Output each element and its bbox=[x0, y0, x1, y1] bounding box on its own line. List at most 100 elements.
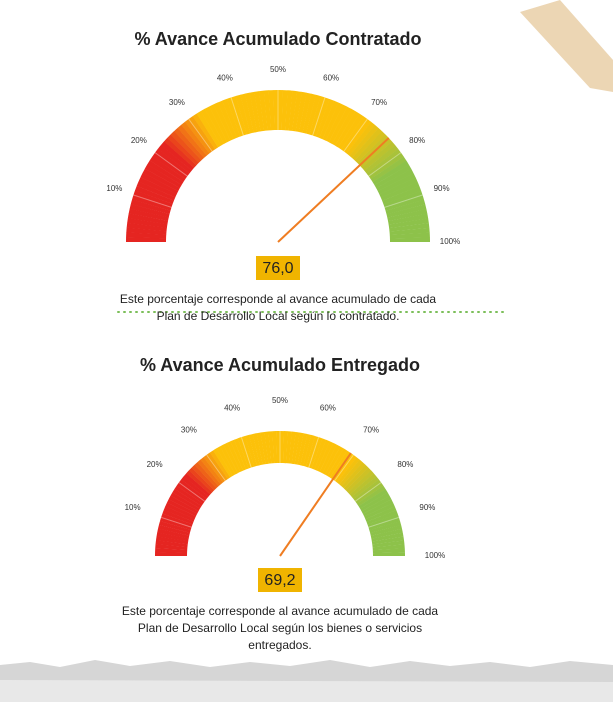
gauge-band bbox=[231, 95, 247, 136]
gauge-band bbox=[367, 513, 399, 528]
description: entregados. bbox=[248, 638, 311, 652]
tick-label: 20% bbox=[131, 136, 147, 145]
gauge-band bbox=[170, 131, 202, 163]
gauge-title: % Avance Acumulado Contratado bbox=[134, 29, 421, 49]
gauge-band bbox=[147, 160, 184, 185]
gauge-band bbox=[162, 509, 194, 525]
gauge-band bbox=[353, 479, 382, 502]
tick-label: 60% bbox=[320, 404, 336, 413]
gauge-divider bbox=[368, 516, 400, 528]
gauge-band bbox=[168, 495, 199, 514]
gauge-band bbox=[389, 222, 430, 232]
gauge-band bbox=[126, 227, 167, 235]
gauge-band bbox=[351, 476, 379, 500]
gauge-band bbox=[186, 470, 213, 495]
gauge-band bbox=[167, 134, 199, 166]
gauge-band bbox=[155, 547, 188, 554]
tick-label: 50% bbox=[272, 396, 288, 405]
gauge-band bbox=[331, 108, 356, 146]
gauge-band bbox=[268, 90, 275, 131]
gauge-band bbox=[380, 181, 420, 201]
gauge-band bbox=[197, 459, 221, 487]
gauge-band bbox=[295, 91, 307, 133]
needle bbox=[279, 452, 352, 557]
gauge-band bbox=[309, 96, 326, 136]
gauge-band bbox=[128, 208, 169, 222]
gauge-band bbox=[248, 433, 260, 466]
gauge-band bbox=[209, 450, 231, 480]
gauge-band bbox=[254, 91, 265, 132]
gauge-band bbox=[126, 222, 167, 232]
gauge-band bbox=[354, 131, 386, 163]
gauge-band bbox=[142, 168, 180, 192]
gauge-band bbox=[285, 90, 293, 131]
tick-label: 10% bbox=[125, 503, 141, 512]
gauge-divider bbox=[343, 118, 368, 152]
description: Plan de Desarrollo Local según lo contra… bbox=[157, 309, 400, 323]
gauge-band bbox=[372, 548, 405, 554]
gauge-band bbox=[389, 237, 430, 242]
gauge-band bbox=[276, 430, 281, 464]
gauge-band bbox=[366, 148, 402, 177]
tick-label: 60% bbox=[323, 74, 339, 83]
gauge-band bbox=[203, 454, 226, 483]
gauge-band bbox=[303, 434, 316, 467]
tick-label: 40% bbox=[217, 74, 233, 83]
gauge-band bbox=[319, 442, 337, 474]
gauge-band bbox=[126, 236, 167, 242]
gauge-band bbox=[376, 168, 414, 192]
tick-label: 90% bbox=[419, 503, 435, 512]
gauge-band bbox=[324, 446, 344, 477]
gauge-band bbox=[144, 164, 182, 189]
gauge-band bbox=[312, 97, 330, 137]
tick-label: 80% bbox=[397, 460, 413, 469]
gauge-divider bbox=[334, 454, 354, 482]
tick-label: 50% bbox=[270, 65, 286, 74]
gauge-divider bbox=[160, 516, 192, 528]
gauge-band bbox=[188, 116, 216, 152]
gauge-band bbox=[347, 470, 374, 495]
value-label: 69,2 bbox=[264, 572, 295, 589]
gauge-band bbox=[160, 141, 195, 171]
gauge-band bbox=[349, 473, 377, 497]
gauge-band bbox=[230, 439, 246, 471]
gauge-band bbox=[181, 476, 209, 499]
gauge-band bbox=[132, 194, 172, 211]
gauge-band bbox=[374, 164, 412, 189]
gauge-divider bbox=[384, 194, 423, 208]
gauge-band bbox=[272, 431, 278, 464]
gauge-band bbox=[127, 217, 168, 228]
gauge-band bbox=[300, 434, 312, 466]
gauge-band bbox=[311, 438, 327, 470]
gauge-band bbox=[216, 446, 236, 476]
tick-label: 70% bbox=[363, 426, 379, 435]
gauge-divider bbox=[240, 436, 252, 468]
gauge-band bbox=[241, 435, 255, 468]
gauge-band bbox=[358, 489, 388, 509]
gauge-band bbox=[163, 137, 197, 168]
gauge-band bbox=[345, 467, 372, 493]
gauge-band bbox=[249, 91, 261, 132]
gauge-band bbox=[386, 204, 427, 218]
gauge-band bbox=[328, 106, 352, 144]
gauge-divider bbox=[154, 152, 188, 177]
gauge-band bbox=[126, 232, 167, 239]
gauge-band bbox=[385, 199, 426, 215]
gauge-band bbox=[297, 433, 308, 466]
gauge-band bbox=[158, 524, 190, 536]
gauge-band bbox=[222, 98, 241, 138]
gauge-band bbox=[302, 93, 317, 134]
gauge-band bbox=[244, 92, 258, 133]
value-box bbox=[258, 568, 302, 592]
gauge-band bbox=[352, 127, 383, 161]
gauge-band bbox=[178, 479, 207, 502]
gauge-band bbox=[129, 203, 170, 218]
gauge-band bbox=[158, 520, 191, 533]
gauge-band bbox=[152, 152, 188, 180]
gauge-band bbox=[245, 434, 258, 467]
gauge-band bbox=[338, 113, 364, 150]
gauge-divider bbox=[188, 118, 213, 152]
gauge-band bbox=[260, 431, 269, 465]
gauge-band bbox=[368, 517, 401, 531]
gauge-band bbox=[371, 536, 405, 545]
